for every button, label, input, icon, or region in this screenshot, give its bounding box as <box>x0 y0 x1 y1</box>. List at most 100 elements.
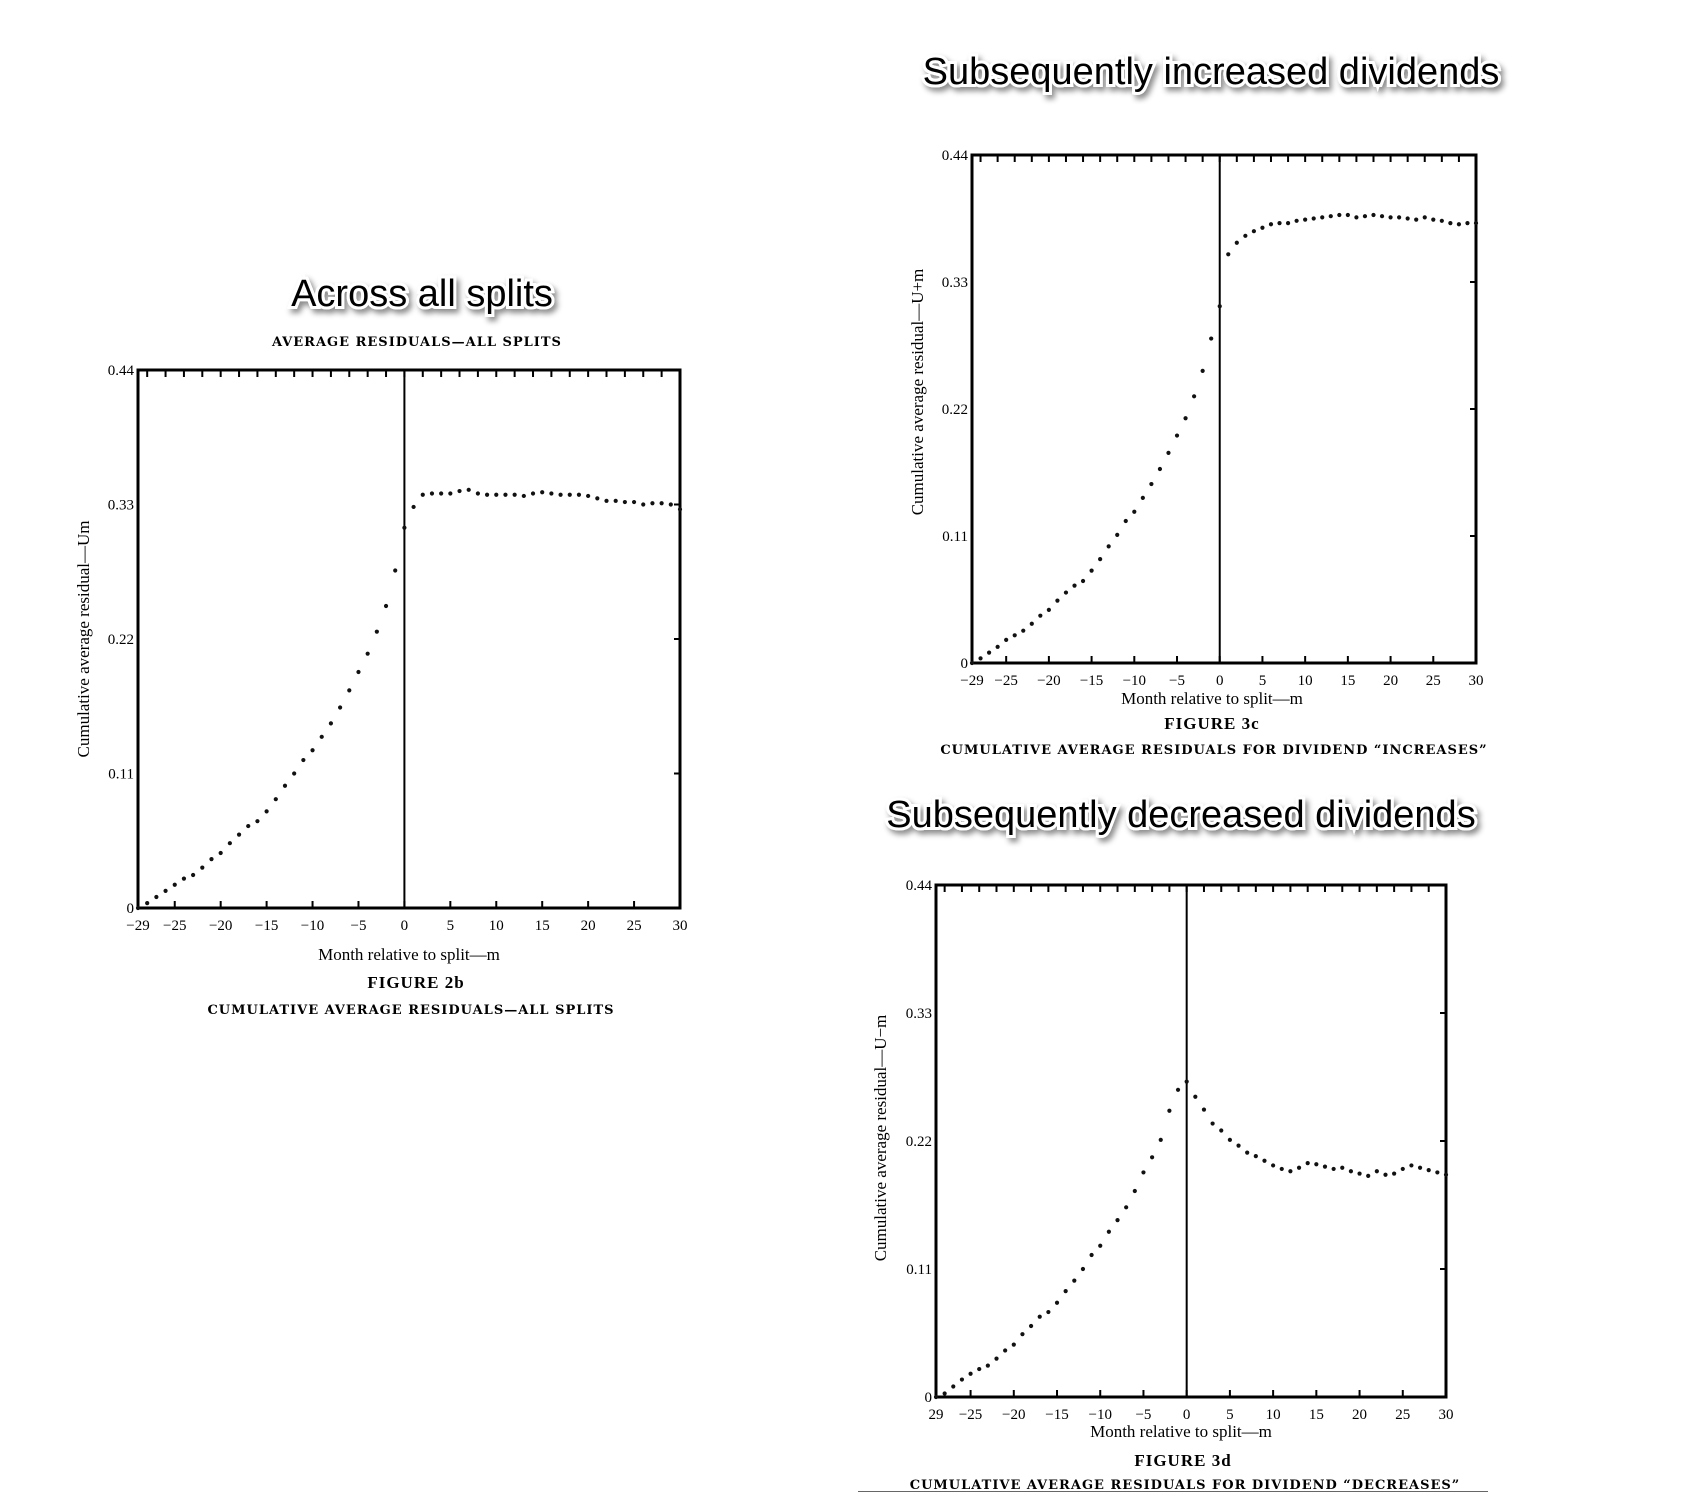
data-point <box>1417 1165 1423 1170</box>
data-point <box>255 819 260 824</box>
plot-frame <box>934 883 1448 1399</box>
x-axis-label: Month relative to split—m <box>1121 689 1303 708</box>
y-tick-label: 0.33 <box>108 498 134 514</box>
data-point <box>1357 1171 1362 1176</box>
plot-frame <box>970 153 1478 665</box>
data-point <box>1253 1154 1258 1159</box>
data-point <box>1422 215 1427 220</box>
x-tick-label: −15 <box>1080 673 1103 689</box>
x-tick-label: 5 <box>1259 673 1267 689</box>
data-point <box>978 656 983 661</box>
x-tick-label: −29 <box>960 673 983 689</box>
data-point <box>1348 1169 1354 1174</box>
data-point <box>995 644 1000 649</box>
data-point <box>1285 221 1291 226</box>
x-tick-label: −29 <box>126 918 149 934</box>
data-point <box>604 498 609 503</box>
data-point <box>1089 568 1094 573</box>
data-point <box>1331 1166 1336 1172</box>
figure-3d: Subsequently decreased dividends 29 −25 −2… <box>858 791 1488 1492</box>
x-tick-label: −25 <box>163 918 186 934</box>
x-tick-label: −25 <box>959 1407 982 1423</box>
data-point <box>328 721 334 726</box>
data-point <box>154 894 159 900</box>
data-point <box>273 797 278 802</box>
data-point <box>641 502 646 507</box>
data-point <box>1174 433 1180 438</box>
x-tick-label: 20 <box>581 918 596 934</box>
data-point <box>659 501 664 506</box>
data-point <box>586 493 591 499</box>
y-tick-label: 0 <box>961 656 969 672</box>
data-point <box>567 492 572 497</box>
data-point <box>1243 233 1248 238</box>
data-point <box>448 491 453 496</box>
data-point <box>1175 1087 1181 1092</box>
data-point <box>1473 221 1479 226</box>
data-point <box>1234 240 1239 245</box>
x-tick-label: 10 <box>1266 1407 1281 1423</box>
data-point <box>236 832 242 837</box>
data-point <box>1210 1121 1215 1126</box>
data-point <box>1328 214 1333 219</box>
x-tick-label: 15 <box>535 918 550 934</box>
x-tick-label: 25 <box>1395 1407 1410 1423</box>
data-point <box>1029 621 1034 626</box>
y-tick-label: 0 <box>925 1390 933 1406</box>
data-point <box>1166 450 1171 455</box>
data-point <box>338 705 343 710</box>
plot-frame <box>136 368 682 910</box>
data-point <box>1089 1252 1094 1258</box>
data-point <box>1004 637 1009 643</box>
data-point <box>942 1391 947 1396</box>
data-point <box>1115 532 1120 537</box>
data-point <box>209 856 214 862</box>
data-point <box>365 651 370 656</box>
data-point <box>968 1371 973 1376</box>
plot-area: −29 −25 −20 −15 −10 −5 0 5 10 15 20 25 30 0 0.11 0.22 0.… <box>108 363 688 934</box>
data-point <box>1124 1205 1129 1210</box>
data-point <box>933 1394 939 1400</box>
data-point <box>1448 221 1453 226</box>
y-tick-label: 0.33 <box>942 275 968 291</box>
data-point <box>1201 1107 1207 1112</box>
data-point <box>1465 221 1470 226</box>
data-point <box>1362 214 1368 219</box>
data-point <box>576 492 582 497</box>
data-point <box>1397 215 1402 220</box>
data-point <box>135 905 141 911</box>
data-point <box>310 748 315 753</box>
data-point <box>1439 218 1444 223</box>
data-point <box>319 734 324 739</box>
data-point <box>1158 1137 1163 1142</box>
data-point <box>1219 1128 1224 1133</box>
x-tick-label: 0 <box>1216 673 1224 689</box>
y-tick-label: 0.22 <box>906 1134 932 1150</box>
data-point <box>145 901 150 906</box>
data-point <box>1098 556 1103 562</box>
data-point <box>1054 1300 1060 1305</box>
y-tick-label: 0 <box>127 901 135 917</box>
figure-3c: Subsequently increased dividends −29 −25−… <box>908 48 1502 758</box>
x-tick-label: −5 <box>350 918 366 934</box>
x-tick-label: −20 <box>1002 1407 1025 1423</box>
data-point <box>595 496 600 501</box>
data-point <box>374 629 379 634</box>
data-point <box>356 669 361 675</box>
data-point <box>246 823 251 829</box>
data-point <box>668 502 673 507</box>
data-point <box>181 876 187 881</box>
data-point <box>1383 1172 1388 1177</box>
data-point <box>1303 217 1308 222</box>
data-point <box>292 771 297 776</box>
data-point <box>163 888 168 893</box>
data-point <box>1149 481 1154 487</box>
data-point <box>1296 1165 1302 1170</box>
data-point <box>1037 1314 1042 1319</box>
data-point <box>1046 1309 1051 1315</box>
data-point <box>977 1366 982 1372</box>
data-point <box>1294 218 1299 223</box>
x-tick-label: −20 <box>1037 673 1060 689</box>
callout-subsequently-increased: Subsequently increased dividends <box>923 51 1500 93</box>
figure-number: FIGURE 3c <box>1164 714 1259 733</box>
